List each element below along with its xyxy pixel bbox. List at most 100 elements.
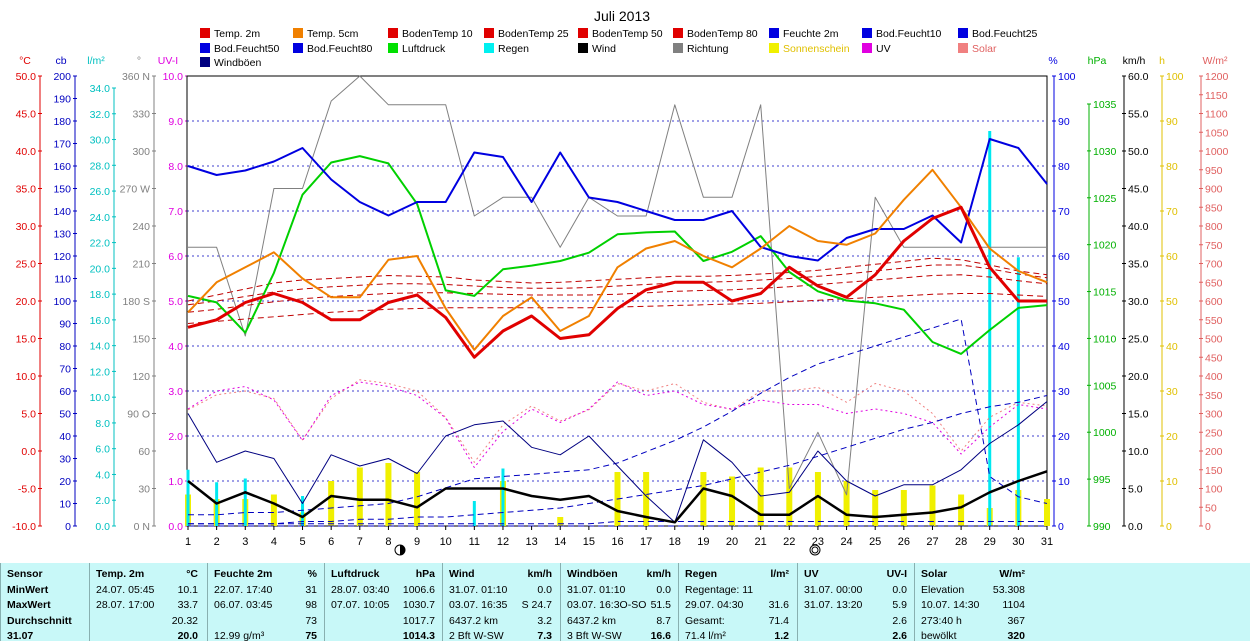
legend-label: Feuchte 2m xyxy=(783,28,839,40)
stats-column-sensor: Sensor MinWert MaxWert Durchschnitt 31.07 xyxy=(0,563,89,642)
x-axis: 1 2 3 4 5 6 7 8 9 10 11 12 13 14 15 16 17 18 19 20 21 22 23 24 2… xyxy=(185,526,1053,548)
axis-tick-solar: 1050 xyxy=(1205,127,1229,139)
axis-tick-uv: 10.0 xyxy=(163,71,184,83)
x-tick-label: 17 xyxy=(640,536,652,548)
legend-label: Temp. 5cm xyxy=(307,28,359,40)
legend-label: Windböen xyxy=(214,57,261,69)
axis-tick-solar: 950 xyxy=(1205,165,1223,177)
axis-tick-solar: 250 xyxy=(1205,427,1223,439)
x-tick-label: 29 xyxy=(984,536,996,548)
stats-cell-value: 98 xyxy=(305,599,317,611)
grid xyxy=(187,120,1047,482)
axis-tick-uv: 2.0 xyxy=(168,431,183,443)
stats-cell-value: 1017.7 xyxy=(402,615,435,627)
legend-swatch xyxy=(293,43,303,53)
axis-tick-hpa: 1030 xyxy=(1093,146,1117,158)
axis-tick-cb: 130 xyxy=(53,229,71,241)
legend-swatch xyxy=(293,28,303,38)
axis-unit-cb: cb xyxy=(55,55,66,67)
axis-tick-sun: 40 xyxy=(1166,341,1178,353)
axis-tick-kmh: 55.0 xyxy=(1128,109,1149,121)
x-tick-label: 31 xyxy=(1041,536,1053,548)
axis-tick-cb: 120 xyxy=(53,251,71,263)
legend-swatch xyxy=(388,28,398,38)
x-tick-label: 24 xyxy=(840,536,852,548)
axis-tick-sun: 30 xyxy=(1166,386,1178,398)
axis-tick-cb: 0 xyxy=(65,521,71,533)
stats-cell-value: 320 xyxy=(1007,630,1025,642)
axis-tick-kmh: 0.0 xyxy=(1128,521,1143,533)
stats-row-label: Durchschnitt xyxy=(7,615,72,627)
stats-header: Solar xyxy=(921,568,948,580)
axis-tick-uv: 4.0 xyxy=(168,341,183,353)
stats-cell-value: 16.6 xyxy=(650,630,671,642)
legend-swatch xyxy=(769,43,779,53)
axis-tick-uv: 3.0 xyxy=(168,386,183,398)
axis-unit-rain: l/m² xyxy=(87,55,105,67)
axis-tick-cb: 160 xyxy=(53,161,71,173)
axis-tick-hpa: 1020 xyxy=(1093,240,1117,252)
axis-tick-rain: 2.0 xyxy=(95,495,110,507)
stats-cell-label: Gesamt: xyxy=(685,615,725,627)
axis-tick-solar: 150 xyxy=(1205,465,1223,477)
legend-label: Bod.Feucht25 xyxy=(972,28,1038,40)
stats-cell-value: 5.9 xyxy=(892,599,907,611)
axis-tick-sun: 10 xyxy=(1166,476,1178,488)
stats-cell-label: 6437.2 km xyxy=(449,615,499,627)
axis-tick-temp: 35.0 xyxy=(16,184,37,196)
stats-cell-value: 3.2 xyxy=(537,615,552,627)
stats-cell-label: 03.07. 16:35 xyxy=(449,599,508,611)
series-line-richtung xyxy=(188,75,1047,496)
axis-tick-solar: 800 xyxy=(1205,221,1223,233)
axis-tick-dir: 150 xyxy=(132,334,150,346)
axis-tick-temp: 10.0 xyxy=(16,371,37,383)
stats-header: Windböen xyxy=(567,568,618,580)
axis-unit-hum: % xyxy=(1048,55,1057,67)
stats-cell-label: 22.07. 17:40 xyxy=(214,584,273,596)
axis-tick-kmh: 45.0 xyxy=(1128,184,1149,196)
axis-tick-temp: -5.0 xyxy=(18,484,36,496)
series-line-bodentemp-25 xyxy=(187,264,1048,306)
stats-cell-value: 1030.7 xyxy=(402,599,435,611)
axes: °C 50.0 45.0 40.0 35.0 30.0 25.0 20.0 15.0 10.0 5.… xyxy=(12,55,1228,533)
stats-unit: UV-I xyxy=(886,568,907,580)
rain-bar xyxy=(243,478,247,526)
legend-swatch xyxy=(673,28,683,38)
axis-tick-dir: 60 xyxy=(138,446,150,458)
stats-cell-value: 10.1 xyxy=(177,584,198,596)
sunshine-bar xyxy=(643,472,650,526)
axis-tick-kmh: 15.0 xyxy=(1128,409,1149,421)
stats-cell-value: 73 xyxy=(305,615,317,627)
stats-cell-value: 0.0 xyxy=(537,584,552,596)
axis-tick-solar: 400 xyxy=(1205,371,1223,383)
x-tick-label: 26 xyxy=(898,536,910,548)
weather-chart: Juli 2013 Temp. 2m Temp. 5cm BodenTemp 10 B… xyxy=(12,8,1229,556)
legend-swatch xyxy=(578,43,588,53)
legend: Temp. 2m Temp. 5cm BodenTemp 10 BodenTemp 2… xyxy=(200,28,1038,69)
axis-tick-sun: 80 xyxy=(1166,161,1178,173)
stats-cell-value: 0.0 xyxy=(892,584,907,596)
axis-tick-kmh: 20.0 xyxy=(1128,371,1149,383)
axis-tick-rain: 28.0 xyxy=(90,160,111,172)
axis-tick-kmh: 35.0 xyxy=(1128,259,1149,271)
stats-cell-label: 31.07. 01:10 xyxy=(567,584,626,596)
axis-tick-hum: 10 xyxy=(1058,476,1070,488)
axis-tick-rain: 4.0 xyxy=(95,469,110,481)
axis-tick-cb: 70 xyxy=(59,364,71,376)
rain-bar xyxy=(472,501,476,526)
stats-cell-label: 3 Bft W-SW xyxy=(567,630,622,642)
axis-tick-cb: 190 xyxy=(53,94,71,106)
stats-unit: l/m² xyxy=(770,568,789,580)
axis-tick-rain: 24.0 xyxy=(90,212,111,224)
axis-tick-sun: 0 xyxy=(1166,521,1172,533)
stats-cell-value: 71.4 xyxy=(768,615,789,627)
axis-tick-cb: 150 xyxy=(53,184,71,196)
stats-cell-value: 33.7 xyxy=(177,599,198,611)
stats-cell-label: 31.07. 01:10 xyxy=(449,584,508,596)
axis-tick-kmh: 40.0 xyxy=(1128,221,1149,233)
x-tick-label: 7 xyxy=(357,536,363,548)
axis-tick-rain: 18.0 xyxy=(90,289,111,301)
stats-header: Regen xyxy=(685,568,718,580)
axis-tick-uv: 0.0 xyxy=(168,521,183,533)
statistics-table: Sensor MinWert MaxWert Durchschnitt 31.07 Tem… xyxy=(0,563,1250,642)
